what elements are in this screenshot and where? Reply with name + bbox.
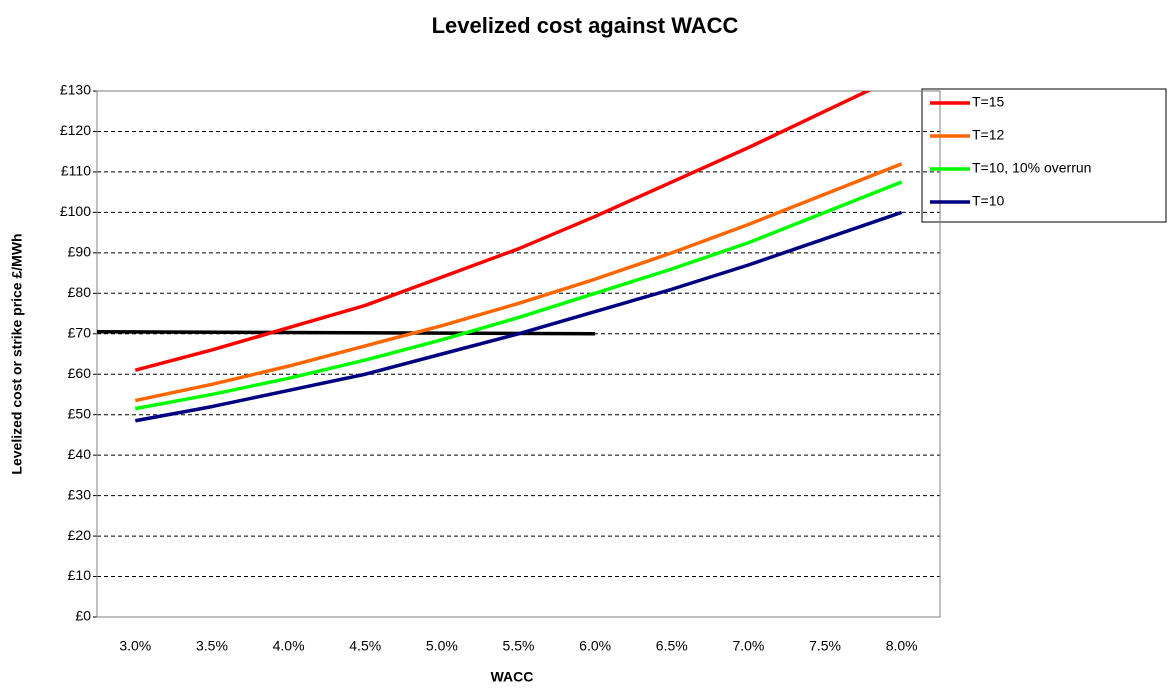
y-tick-label: £10	[68, 567, 92, 583]
legend-box	[921, 88, 1167, 223]
y-tick-label: £90	[68, 244, 92, 260]
y-axis-label: Levelized cost or strike price £/MWh	[9, 233, 25, 474]
legend-label: T=10	[972, 193, 1005, 209]
y-tick-label: £100	[60, 203, 91, 219]
y-tick-label: £80	[68, 284, 92, 300]
x-tick-label: 5.5%	[503, 638, 535, 654]
x-tick-label: 6.5%	[656, 638, 688, 654]
series-line	[135, 180, 903, 411]
y-tick-label: £60	[68, 365, 92, 381]
legend-label: T=10, 10% overrun	[972, 160, 1091, 176]
y-tick-label: £40	[68, 446, 92, 462]
y-tick-label: £130	[60, 82, 91, 98]
y-tick-label: £50	[68, 405, 92, 421]
x-tick-label: 5.0%	[426, 638, 458, 654]
plot-area	[97, 91, 903, 423]
series-line	[134, 210, 903, 423]
y-tick-label: £120	[60, 122, 91, 138]
series-line	[134, 91, 872, 372]
y-tick-label: £70	[68, 324, 92, 340]
x-tick-label: 7.0%	[732, 638, 764, 654]
y-tick-label: £0	[75, 608, 91, 624]
plot-frame	[96, 90, 941, 618]
x-axis-label: WACC	[491, 669, 534, 685]
x-tick-label: 3.5%	[196, 638, 228, 654]
y-tick-label: £20	[68, 527, 92, 543]
x-tick-label: 6.0%	[579, 638, 611, 654]
series-line	[134, 162, 903, 403]
x-tick-label: 4.5%	[349, 638, 381, 654]
y-tick-label: £30	[68, 486, 92, 502]
x-tick-label: 7.5%	[809, 638, 841, 654]
x-tick-label: 4.0%	[273, 638, 305, 654]
legend-label: T=12	[972, 127, 1005, 143]
x-tick-label: 8.0%	[886, 638, 918, 654]
legend-label: T=15	[972, 94, 1005, 110]
reference-line	[97, 329, 596, 336]
x-tick-label: 3.0%	[119, 638, 151, 654]
chart-title: Levelized cost against WACC	[432, 13, 739, 38]
y-tick-label: £110	[61, 163, 91, 179]
